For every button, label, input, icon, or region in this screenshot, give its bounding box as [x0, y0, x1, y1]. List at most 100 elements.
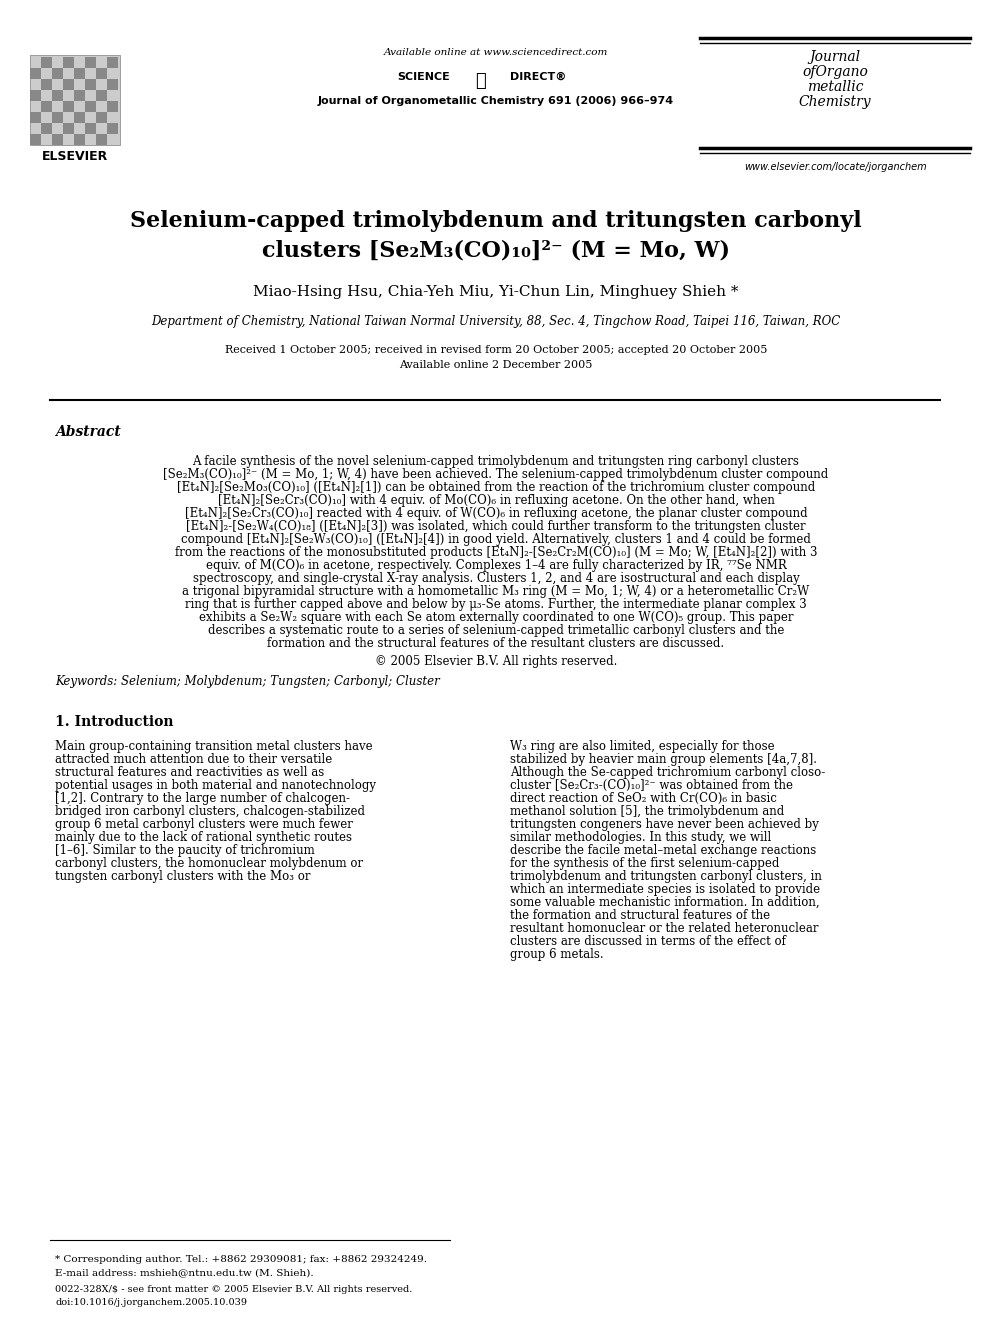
Bar: [96, 90, 107, 101]
Bar: [63, 123, 74, 134]
Text: describe the facile metal–metal exchange reactions: describe the facile metal–metal exchange…: [510, 844, 816, 857]
Text: doi:10.1016/j.jorganchem.2005.10.039: doi:10.1016/j.jorganchem.2005.10.039: [55, 1298, 247, 1307]
Text: [Et₄N]₂-[Se₂W₄(CO)₁₈] ([Et₄N]₂[3]) was isolated, which could further transform t: [Et₄N]₂-[Se₂W₄(CO)₁₈] ([Et₄N]₂[3]) was i…: [186, 520, 806, 533]
Bar: [63, 101, 74, 112]
Text: Selenium-capped trimolybdenum and tritungsten carbonyl: Selenium-capped trimolybdenum and tritun…: [130, 210, 862, 232]
Text: Chemistry: Chemistry: [799, 95, 871, 108]
Text: cluster [Se₂Cr₃-(CO)₁₀]²⁻ was obtained from the: cluster [Se₂Cr₃-(CO)₁₀]²⁻ was obtained f…: [510, 779, 793, 792]
Text: exhibits a Se₂W₂ square with each Se atom externally coordinated to one W(CO)₅ g: exhibits a Se₂W₂ square with each Se ato…: [198, 611, 794, 624]
Text: potential usages in both material and nanotechnology: potential usages in both material and na…: [55, 779, 376, 792]
Text: metallic: metallic: [806, 79, 863, 94]
Text: © 2005 Elsevier B.V. All rights reserved.: © 2005 Elsevier B.V. All rights reserved…: [375, 655, 617, 668]
Text: trimolybdenum and tritungsten carbonyl clusters, in: trimolybdenum and tritungsten carbonyl c…: [510, 871, 822, 882]
Text: [1,2]. Contrary to the large number of chalcogen-: [1,2]. Contrary to the large number of c…: [55, 792, 350, 804]
Text: clusters [Se₂M₃(CO)₁₀]²⁻ (M = Mo, W): clusters [Se₂M₃(CO)₁₀]²⁻ (M = Mo, W): [262, 239, 730, 262]
Bar: [52, 67, 63, 79]
Text: 0022-328X/$ - see front matter © 2005 Elsevier B.V. All rights reserved.: 0022-328X/$ - see front matter © 2005 El…: [55, 1285, 413, 1294]
Bar: [74, 134, 85, 146]
Text: Available online at www.sciencedirect.com: Available online at www.sciencedirect.co…: [384, 48, 608, 57]
Bar: [30, 134, 41, 146]
Bar: [107, 101, 118, 112]
FancyBboxPatch shape: [30, 56, 120, 146]
Text: ELSEVIER: ELSEVIER: [42, 149, 108, 163]
Text: A facile synthesis of the novel selenium-capped trimolybdenum and tritungsten ri: A facile synthesis of the novel selenium…: [192, 455, 800, 468]
Text: bridged iron carbonyl clusters, chalcogen-stabilized: bridged iron carbonyl clusters, chalcoge…: [55, 804, 365, 818]
Text: [Et₄N]₂[Se₂Cr₃(CO)₁₀] reacted with 4 equiv. of W(CO)₆ in refluxing acetone, the : [Et₄N]₂[Se₂Cr₃(CO)₁₀] reacted with 4 equ…: [185, 507, 807, 520]
Bar: [96, 134, 107, 146]
Text: 1. Introduction: 1. Introduction: [55, 714, 174, 729]
Text: ofOrgano: ofOrgano: [803, 65, 868, 79]
Text: Department of Chemistry, National Taiwan Normal University, 88, Sec. 4, Tingchow: Department of Chemistry, National Taiwan…: [152, 315, 840, 328]
Text: group 6 metals.: group 6 metals.: [510, 949, 603, 960]
Text: [Se₂M₃(CO)₁₀]²⁻ (M = Mo, 1; W, 4) have been achieved. The selenium-capped trimol: [Se₂M₃(CO)₁₀]²⁻ (M = Mo, 1; W, 4) have b…: [164, 468, 828, 482]
Bar: [96, 112, 107, 123]
Text: * Corresponding author. Tel.: +8862 29309081; fax: +8862 29324249.: * Corresponding author. Tel.: +8862 2930…: [55, 1256, 427, 1263]
Text: mainly due to the lack of rational synthetic routes: mainly due to the lack of rational synth…: [55, 831, 352, 844]
Text: methanol solution [5], the trimolybdenum and: methanol solution [5], the trimolybdenum…: [510, 804, 785, 818]
Text: spectroscopy, and single-crystal X-ray analysis. Clusters 1, 2, and 4 are isostr: spectroscopy, and single-crystal X-ray a…: [192, 572, 800, 585]
Bar: [85, 123, 96, 134]
Text: formation and the structural features of the resultant clusters are discussed.: formation and the structural features of…: [268, 636, 724, 650]
Text: describes a systematic route to a series of selenium-capped trimetallic carbonyl: describes a systematic route to a series…: [207, 624, 785, 636]
Text: attracted much attention due to their versatile: attracted much attention due to their ve…: [55, 753, 332, 766]
Text: www.elsevier.com/locate/jorganchem: www.elsevier.com/locate/jorganchem: [744, 161, 927, 172]
Text: resultant homonuclear or the related heteronuclear: resultant homonuclear or the related het…: [510, 922, 818, 935]
Bar: [63, 57, 74, 67]
Text: stabilized by heavier main group elements [4a,7,8].: stabilized by heavier main group element…: [510, 753, 817, 766]
Bar: [107, 79, 118, 90]
Bar: [41, 101, 52, 112]
Bar: [74, 112, 85, 123]
Text: ⓓ: ⓓ: [474, 71, 485, 90]
Text: ring that is further capped above and below by μ₃-Se atoms. Further, the interme: ring that is further capped above and be…: [186, 598, 806, 611]
Text: for the synthesis of the first selenium-capped: for the synthesis of the first selenium-…: [510, 857, 780, 871]
Bar: [30, 90, 41, 101]
Text: some valuable mechanistic information. In addition,: some valuable mechanistic information. I…: [510, 896, 819, 909]
Bar: [30, 112, 41, 123]
Text: tungsten carbonyl clusters with the Mo₃ or: tungsten carbonyl clusters with the Mo₃ …: [55, 871, 310, 882]
Text: tritungsten congeners have never been achieved by: tritungsten congeners have never been ac…: [510, 818, 818, 831]
Text: Although the Se-capped trichromium carbonyl closo-: Although the Se-capped trichromium carbo…: [510, 766, 825, 779]
Text: similar methodologies. In this study, we will: similar methodologies. In this study, we…: [510, 831, 771, 844]
Text: Keywords: Selenium; Molybdenum; Tungsten; Carbonyl; Cluster: Keywords: Selenium; Molybdenum; Tungsten…: [55, 675, 439, 688]
Text: Abstract: Abstract: [55, 425, 121, 439]
Text: Received 1 October 2005; received in revised form 20 October 2005; accepted 20 O: Received 1 October 2005; received in rev…: [225, 345, 767, 355]
Bar: [52, 134, 63, 146]
Bar: [96, 67, 107, 79]
Text: [Et₄N]₂[Se₂Mo₃(CO)₁₀] ([Et₄N]₂[1]) can be obtained from the reaction of the tric: [Et₄N]₂[Se₂Mo₃(CO)₁₀] ([Et₄N]₂[1]) can b…: [177, 482, 815, 493]
Bar: [41, 123, 52, 134]
Bar: [85, 79, 96, 90]
Text: SCIENCE: SCIENCE: [397, 71, 450, 82]
Text: Journal of Organometallic Chemistry 691 (2006) 966–974: Journal of Organometallic Chemistry 691 …: [318, 97, 674, 106]
Text: Miao-Hsing Hsu, Chia-Yeh Miu, Yi-Chun Lin, Minghuey Shieh *: Miao-Hsing Hsu, Chia-Yeh Miu, Yi-Chun Li…: [253, 284, 739, 299]
Bar: [85, 101, 96, 112]
Bar: [63, 79, 74, 90]
Text: Available online 2 December 2005: Available online 2 December 2005: [400, 360, 592, 370]
Text: group 6 metal carbonyl clusters were much fewer: group 6 metal carbonyl clusters were muc…: [55, 818, 353, 831]
Bar: [107, 57, 118, 67]
Text: [Et₄N]₂[Se₂Cr₃(CO)₁₀] with 4 equiv. of Mo(CO)₆ in refluxing acetone. On the othe: [Et₄N]₂[Se₂Cr₃(CO)₁₀] with 4 equiv. of M…: [217, 493, 775, 507]
Bar: [74, 90, 85, 101]
Text: which an intermediate species is isolated to provide: which an intermediate species is isolate…: [510, 882, 820, 896]
Text: compound [Et₄N]₂[Se₂W₃(CO)₁₀] ([Et₄N]₂[4]) in good yield. Alternatively, cluster: compound [Et₄N]₂[Se₂W₃(CO)₁₀] ([Et₄N]₂[4…: [182, 533, 810, 546]
Text: equiv. of M(CO)₆ in acetone, respectively. Complexes 1–4 are fully characterized: equiv. of M(CO)₆ in acetone, respectivel…: [205, 560, 787, 572]
Text: the formation and structural features of the: the formation and structural features of…: [510, 909, 770, 922]
Text: from the reactions of the monosubstituted products [Et₄N]₂-[Se₂Cr₂M(CO)₁₀] (M = : from the reactions of the monosubstitute…: [175, 546, 817, 560]
Bar: [107, 123, 118, 134]
Text: W₃ ring are also limited, especially for those: W₃ ring are also limited, especially for…: [510, 740, 775, 753]
Text: DIRECT®: DIRECT®: [510, 71, 566, 82]
Text: direct reaction of SeO₂ with Cr(CO)₆ in basic: direct reaction of SeO₂ with Cr(CO)₆ in …: [510, 792, 777, 804]
Bar: [41, 79, 52, 90]
Bar: [41, 57, 52, 67]
Text: Journal: Journal: [809, 50, 861, 64]
Text: E-mail address: mshieh@ntnu.edu.tw (M. Shieh).: E-mail address: mshieh@ntnu.edu.tw (M. S…: [55, 1267, 313, 1277]
Bar: [85, 57, 96, 67]
Text: a trigonal bipyramidal structure with a homometallic M₃ ring (M = Mo, 1; W, 4) o: a trigonal bipyramidal structure with a …: [183, 585, 809, 598]
Text: structural features and reactivities as well as: structural features and reactivities as …: [55, 766, 324, 779]
Text: clusters are discussed in terms of the effect of: clusters are discussed in terms of the e…: [510, 935, 786, 949]
Text: carbonyl clusters, the homonuclear molybdenum or: carbonyl clusters, the homonuclear molyb…: [55, 857, 363, 871]
Bar: [52, 90, 63, 101]
Text: Main group-containing transition metal clusters have: Main group-containing transition metal c…: [55, 740, 373, 753]
Bar: [52, 112, 63, 123]
Bar: [74, 67, 85, 79]
Text: [1–6]. Similar to the paucity of trichromium: [1–6]. Similar to the paucity of trichro…: [55, 844, 314, 857]
